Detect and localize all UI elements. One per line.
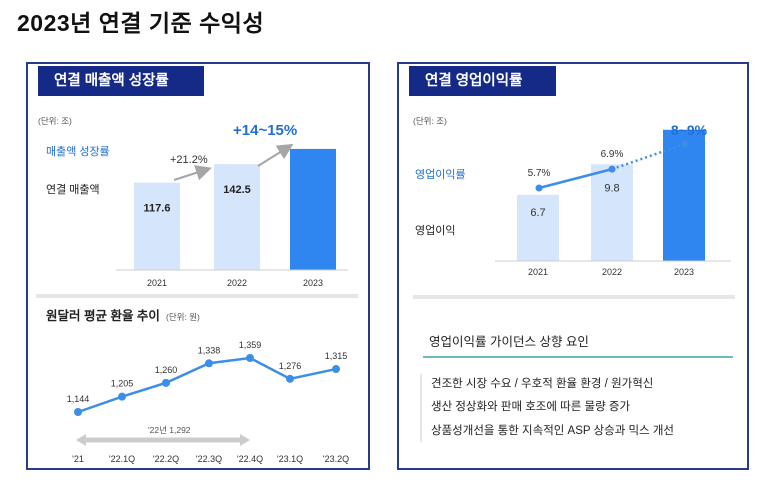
revenue-growth-header: 연결 매출액 성장률	[38, 66, 204, 96]
fx-x-tick: '22.2Q	[153, 454, 179, 464]
revenue-year-label: 2021	[147, 278, 167, 288]
fx-x-tick: '21	[72, 454, 84, 464]
guidance-item: 생산 정상화와 판매 호조에 따른 물량 증가	[431, 400, 630, 413]
fx-point	[246, 354, 254, 362]
fx-value-label: 1,338	[198, 345, 221, 355]
fx-point	[74, 408, 82, 416]
revenue-growth-panel: 연결 매출액 성장률 (단위: 조) 매출액 성장률 연결 매출액 117.6 2…	[26, 62, 370, 470]
fx-x-tick: '22.1Q	[109, 454, 135, 464]
fx-value-label: 1,315	[325, 351, 348, 361]
fx-x-tick: '22.3Q	[196, 454, 222, 464]
margin-point	[681, 140, 689, 148]
margin-point	[608, 165, 616, 173]
growth-label-2023: +14~15%	[233, 122, 297, 139]
growth-label-2022: +21.2%	[170, 154, 208, 166]
profit-legend-label: 영업이익	[415, 224, 455, 237]
fx-unit-label: (단위: 원)	[166, 312, 200, 322]
margin-value-label: 5.7%	[528, 168, 551, 179]
profit-bar-2022	[591, 164, 633, 261]
profit-bar-2023	[663, 129, 705, 261]
guidance-item: 견조한 시장 수요 / 우호적 환율 환경 / 원가혁신	[431, 376, 653, 390]
page-title: 2023년 연결 기준 수익성	[17, 10, 265, 36]
revenue-unit-label: (단위: 조)	[38, 116, 72, 126]
profit-value-label: 6.7	[530, 207, 545, 219]
margin-point	[535, 184, 543, 192]
fx-point	[286, 374, 294, 383]
fx-x-tick: '23.1Q	[277, 454, 303, 464]
section-divider	[36, 294, 358, 298]
fx-point	[118, 392, 126, 401]
fx-section-title: 원달러 평균 환율 추이	[46, 308, 160, 323]
revenue-value-label: 142.5	[223, 184, 251, 196]
section-divider-right	[413, 295, 735, 299]
profit-year-label: 2022	[602, 267, 622, 277]
range-arrow-right-head	[240, 434, 250, 446]
profit-year-label: 2021	[528, 267, 548, 277]
fx-value-label: 1,359	[239, 340, 262, 350]
growth-arrow-2022	[173, 165, 212, 181]
margin-chart-area: (단위: 조) 영업이익률 영업이익 6.7 2021 9.8 2022 2023 5.…	[413, 116, 735, 442]
fx-point	[205, 359, 213, 368]
margin-unit-label: (단위: 조)	[413, 116, 447, 126]
revenue-bar-2023	[290, 148, 336, 270]
profit-value-label: 9.8	[604, 182, 619, 194]
growth-legend-label: 매출액 성장률	[46, 145, 110, 158]
fx-value-label: 1,260	[155, 365, 178, 375]
fx-value-label: 1,276	[279, 361, 302, 371]
margin-actual-line	[538, 167, 613, 190]
guidance-title: 영업이익률 가이던스 상향 요인	[429, 335, 589, 349]
revenue-bar-2021	[134, 182, 180, 270]
revenue-legend-label: 연결 매출액	[46, 183, 100, 196]
fx-point	[332, 365, 340, 374]
growth-arrow-2023	[257, 143, 294, 167]
fx-value-label: 1,144	[67, 394, 90, 404]
fx-value-label: 1,205	[111, 379, 134, 389]
profit-year-label: 2023	[674, 267, 694, 277]
fx-x-tick: '23.2Q	[323, 454, 349, 464]
profit-bar-2021	[517, 194, 559, 261]
guidance-item: 상품성개선을 통한 지속적인 ASP 상승과 믹스 개선	[431, 424, 674, 437]
revenue-year-label: 2022	[227, 278, 247, 288]
margin-value-label: 6.9%	[601, 149, 624, 160]
revenue-year-label: 2023	[303, 278, 323, 288]
fx-x-tick: '22.4Q	[237, 454, 263, 464]
margin-legend-label: 영업이익률	[415, 168, 466, 181]
revenue-bar-2022	[214, 164, 260, 270]
operating-margin-panel: 연결 영업이익률 (단위: 조) 영업이익률 영업이익 6.7 2021 9.8 20…	[397, 62, 749, 470]
operating-margin-header: 연결 영업이익률	[409, 66, 556, 96]
fx-range-label: '22년 1,292	[148, 425, 191, 435]
revenue-chart-area: (단위: 조) 매출액 성장률 연결 매출액 117.6 2021 142.5 202…	[36, 116, 358, 464]
margin-value-label: 8~9%	[671, 122, 708, 138]
range-arrow-left-head	[76, 434, 86, 446]
revenue-value-label: 117.6	[144, 203, 171, 215]
fx-point	[162, 378, 170, 387]
